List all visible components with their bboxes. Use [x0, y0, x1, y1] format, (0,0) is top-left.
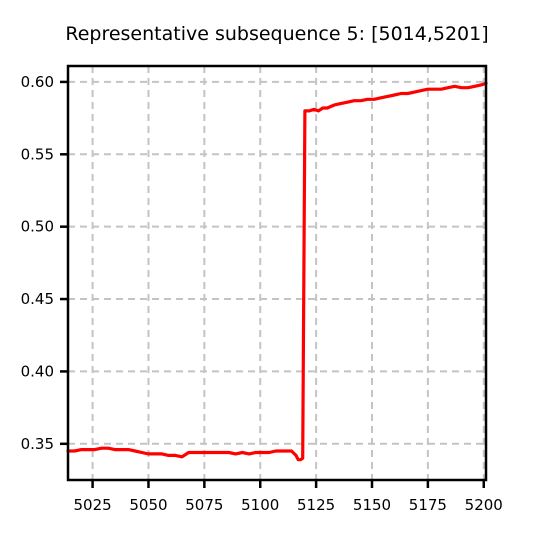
y-tick-label: 0.55: [21, 145, 54, 163]
chart-title: Representative subsequence 5: [5014,5201…: [65, 23, 488, 45]
y-tick-label: 0.50: [21, 218, 54, 236]
x-tick-label: 5175: [409, 496, 447, 514]
series-line: [66, 81, 488, 462]
x-tick-label: 5200: [465, 496, 503, 514]
grid-lines: [68, 66, 486, 480]
x-tick-label: 5150: [353, 496, 391, 514]
y-tick-label: 0.60: [21, 73, 54, 91]
x-tick-label: 5125: [297, 496, 335, 514]
x-tick-label: 5025: [73, 496, 111, 514]
x-tick-label: 5075: [185, 496, 223, 514]
y-tick-label: 0.45: [21, 290, 54, 308]
series-layer: [66, 81, 488, 462]
y-axis: 0.35 0.40 0.45 0.50 0.55 0.60: [21, 73, 68, 453]
plot-frame: [66, 64, 488, 482]
y-tick-label: 0.40: [21, 362, 54, 380]
x-tick-label: 5100: [241, 496, 279, 514]
x-tick-label: 5050: [129, 496, 167, 514]
x-axis: 5025 5050 5075 5100 5125 5150 5175 5200: [73, 480, 503, 514]
y-tick-label: 0.35: [21, 435, 54, 453]
